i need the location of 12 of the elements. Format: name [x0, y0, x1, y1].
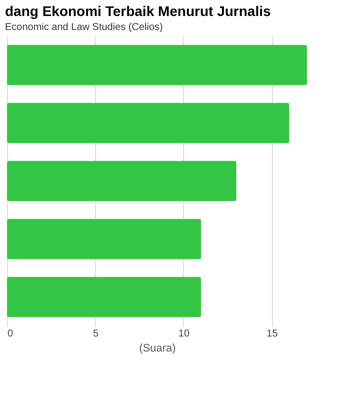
chart-subtitle: Economic and Law Studies (Celios) [5, 22, 163, 33]
x-tick-label: 5 [92, 328, 99, 340]
bar [7, 218, 202, 260]
bar [7, 44, 307, 86]
x-tick-label: 10 [178, 328, 190, 340]
chart-title: dang Ekonomi Terbaik Menurut Jurnalis [5, 3, 271, 19]
x-tick-label: 15 [266, 328, 278, 340]
bar [7, 276, 202, 318]
bar [7, 102, 290, 144]
x-tick-label: 0 [8, 328, 14, 340]
x-axis-title: (Suara) [139, 342, 176, 354]
bar [7, 160, 236, 202]
